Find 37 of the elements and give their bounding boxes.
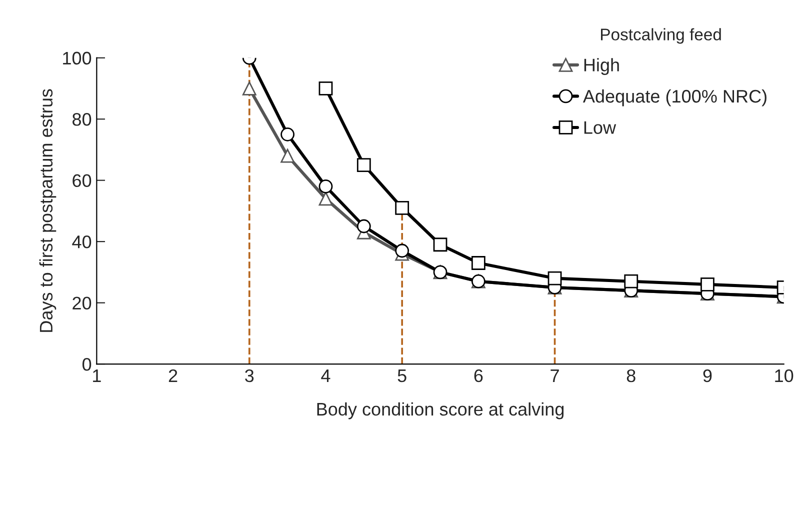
point — [242, 82, 256, 96]
point — [700, 277, 714, 292]
x-tick-label: 9 — [703, 369, 712, 382]
legend-label: Adequate (100% NRC) — [582, 89, 766, 106]
legend-label: High — [584, 58, 619, 75]
x-tick-label: 7 — [550, 370, 559, 382]
x-tick-label: 1 — [93, 370, 101, 382]
point — [624, 274, 638, 288]
x-axis-title: Body condition score at calving — [317, 402, 564, 420]
x-tick-label: 4 — [321, 370, 330, 382]
y-tick-label: 100 — [63, 52, 92, 65]
y-axis-title: Days to first postpartum estrus — [39, 89, 56, 332]
x-tick-label: 6 — [474, 369, 483, 382]
y-tick-label: 20 — [72, 296, 92, 310]
x-tick-label: 10 — [775, 369, 794, 382]
point — [433, 238, 448, 252]
point — [318, 192, 333, 206]
point — [395, 244, 410, 258]
y-tick-label: 80 — [72, 113, 92, 126]
x-tick-label: 8 — [626, 369, 636, 382]
y-tick-label: 0 — [82, 358, 92, 371]
legend-label: Low — [584, 121, 616, 134]
point — [318, 82, 333, 96]
point — [318, 180, 333, 194]
point — [280, 148, 294, 163]
point — [395, 200, 410, 215]
x-tick-label: 3 — [245, 369, 254, 382]
point — [280, 127, 294, 142]
x-tick-label: 5 — [398, 370, 406, 382]
point — [356, 219, 371, 234]
point — [471, 256, 486, 270]
y-tick-label: 60 — [72, 174, 92, 188]
legend-title: Postcalving feed — [601, 28, 721, 44]
point — [356, 158, 371, 172]
x-tick-label: 2 — [168, 369, 178, 382]
y-tick-label: 40 — [72, 235, 92, 248]
point — [548, 271, 562, 286]
